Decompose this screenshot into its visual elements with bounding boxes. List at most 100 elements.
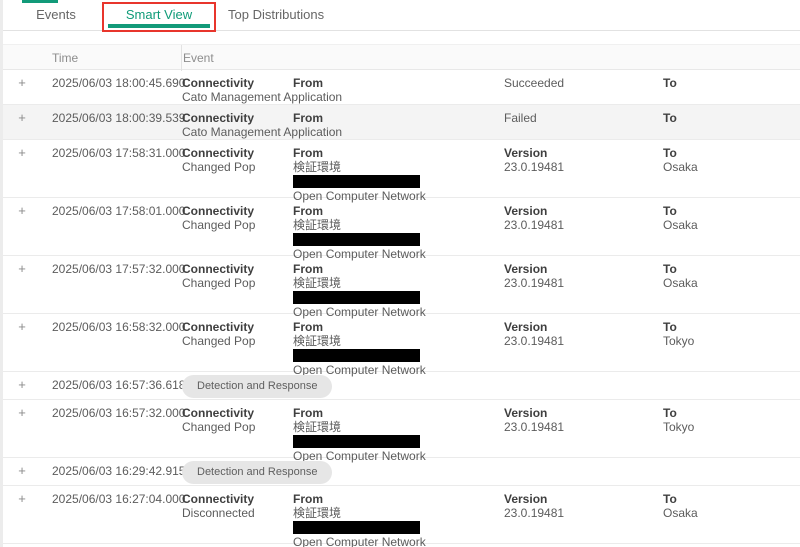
to-label: To	[663, 204, 677, 218]
event-row[interactable]: + 2025/06/03 17:57:32.000 Connectivity C…	[0, 256, 800, 319]
from-network-name: Open Computer Network	[293, 305, 426, 319]
from-label: From	[293, 146, 323, 160]
version-label: Version	[504, 492, 548, 506]
status-text: Failed	[504, 111, 537, 125]
expand-row-button[interactable]: +	[18, 75, 26, 90]
event-time: 2025/06/03 16:57:36.618	[52, 378, 186, 392]
table-body: + 2025/06/03 18:00:45.690 Connectivity C…	[0, 70, 800, 547]
from-site-name: 検証環境	[293, 506, 342, 520]
event-type-title: Connectivity	[182, 492, 255, 506]
from-label: From	[293, 204, 323, 218]
event-row[interactable]: + 2025/06/03 16:29:42.915 Detection and …	[0, 458, 800, 486]
version-value: 23.0.19481	[504, 218, 565, 232]
event-type-subtitle: Disconnected	[182, 506, 255, 520]
event-time: 2025/06/03 16:27:04.000	[52, 492, 186, 506]
event-type-title: Connectivity	[182, 111, 255, 125]
events-table: Time Event + 2025/06/03 18:00:45.690 Con…	[0, 44, 800, 547]
event-row[interactable]: + 2025/06/03 16:58:32.000 Connectivity C…	[0, 314, 800, 377]
event-type-subtitle: Changed Pop	[182, 334, 256, 348]
redacted-site-id	[293, 435, 420, 448]
from-network-name: Open Computer Network	[293, 189, 426, 203]
tab-smart-view[interactable]: Smart View	[125, 7, 193, 22]
to-label: To	[663, 111, 677, 125]
to-value: Osaka	[663, 276, 698, 290]
from-label: From	[293, 406, 323, 420]
redacted-site-id	[293, 233, 420, 246]
to-label: To	[663, 406, 677, 420]
event-type-title: Connectivity	[182, 262, 255, 276]
event-row[interactable]: + 2025/06/03 17:58:31.000 Connectivity C…	[0, 140, 800, 203]
version-value: 23.0.19481	[504, 334, 565, 348]
from-site-name: 検証環境	[293, 160, 342, 174]
expand-row-button[interactable]: +	[18, 377, 26, 392]
event-type-title: Connectivity	[182, 406, 255, 420]
event-type-subtitle: Cato Management Application	[182, 90, 343, 104]
event-row[interactable]: + 2025/06/03 18:00:39.539 Connectivity C…	[0, 105, 800, 140]
from-site-name: 検証環境	[293, 420, 342, 434]
expand-row-button[interactable]: +	[18, 405, 26, 420]
event-row[interactable]: + 2025/06/03 16:57:32.000 Connectivity C…	[0, 400, 800, 463]
event-type-subtitle: Changed Pop	[182, 218, 256, 232]
expand-row-button[interactable]: +	[18, 110, 26, 125]
event-time: 2025/06/03 18:00:45.690	[52, 76, 186, 90]
from-label: From	[293, 492, 323, 506]
event-row[interactable]: + 2025/06/03 16:57:36.618 Detection and …	[0, 372, 800, 400]
redacted-site-id	[293, 349, 420, 362]
to-value: Osaka	[663, 218, 698, 232]
event-type-subtitle: Changed Pop	[182, 276, 256, 290]
event-time: 2025/06/03 18:00:39.539	[52, 111, 186, 125]
event-time: 2025/06/03 17:57:32.000	[52, 262, 186, 276]
event-type-subtitle: Changed Pop	[182, 160, 256, 174]
from-label: From	[293, 76, 323, 90]
expand-row-button[interactable]: +	[18, 145, 26, 160]
to-value: Osaka	[663, 160, 698, 174]
version-label: Version	[504, 262, 548, 276]
event-time: 2025/06/03 16:57:32.000	[52, 406, 186, 420]
version-value: 23.0.19481	[504, 160, 565, 174]
to-value: Tokyo	[663, 420, 695, 434]
to-label: To	[663, 320, 677, 334]
event-time: 2025/06/03 17:58:01.000	[52, 204, 186, 218]
event-type-title: Connectivity	[182, 320, 255, 334]
from-site-name: 検証環境	[293, 276, 342, 290]
version-value: 23.0.19481	[504, 420, 565, 434]
top-tab-indicator-fragment	[22, 0, 58, 3]
expand-row-button[interactable]: +	[18, 491, 26, 506]
redacted-site-id	[293, 175, 420, 188]
event-row[interactable]: + 2025/06/03 16:27:04.000 Connectivity D…	[0, 486, 800, 547]
tab-top-distributions[interactable]: Top Distributions	[228, 7, 325, 22]
expand-row-button[interactable]: +	[18, 203, 26, 218]
version-value: 23.0.19481	[504, 506, 565, 520]
event-type-title: Connectivity	[182, 204, 255, 218]
event-time: 2025/06/03 16:29:42.915	[52, 464, 186, 478]
header-event: Event	[183, 51, 214, 65]
event-row[interactable]: + 2025/06/03 17:58:01.000 Connectivity C…	[0, 198, 800, 261]
version-label: Version	[504, 146, 548, 160]
from-label: From	[293, 320, 323, 334]
version-label: Version	[504, 406, 548, 420]
expand-row-button[interactable]: +	[18, 319, 26, 334]
view-tabbar: Events Smart View Top Distributions	[0, 0, 800, 32]
from-network-name: Open Computer Network	[293, 449, 426, 463]
annotation-highlight-box: Smart View	[102, 2, 216, 32]
active-tab-indicator	[108, 24, 210, 28]
from-label: From	[293, 111, 323, 125]
event-type-title: Connectivity	[182, 146, 255, 160]
from-network-name: Open Computer Network	[293, 247, 426, 261]
event-time: 2025/06/03 16:58:32.000	[52, 320, 186, 334]
expand-row-button[interactable]: +	[18, 463, 26, 478]
event-time: 2025/06/03 17:58:31.000	[52, 146, 186, 160]
event-type-subtitle: Cato Management Application	[182, 125, 343, 139]
to-label: To	[663, 146, 677, 160]
from-site-name: 検証環境	[293, 334, 342, 348]
to-label: To	[663, 262, 677, 276]
event-row[interactable]: + 2025/06/03 18:00:45.690 Connectivity C…	[0, 70, 800, 105]
tab-events[interactable]: Events	[36, 7, 76, 22]
detection-response-chip: Detection and Response	[182, 375, 333, 398]
expand-row-button[interactable]: +	[18, 261, 26, 276]
status-text: Succeeded	[504, 76, 565, 90]
from-label: From	[293, 262, 323, 276]
version-label: Version	[504, 204, 548, 218]
event-type-title: Connectivity	[182, 76, 255, 90]
